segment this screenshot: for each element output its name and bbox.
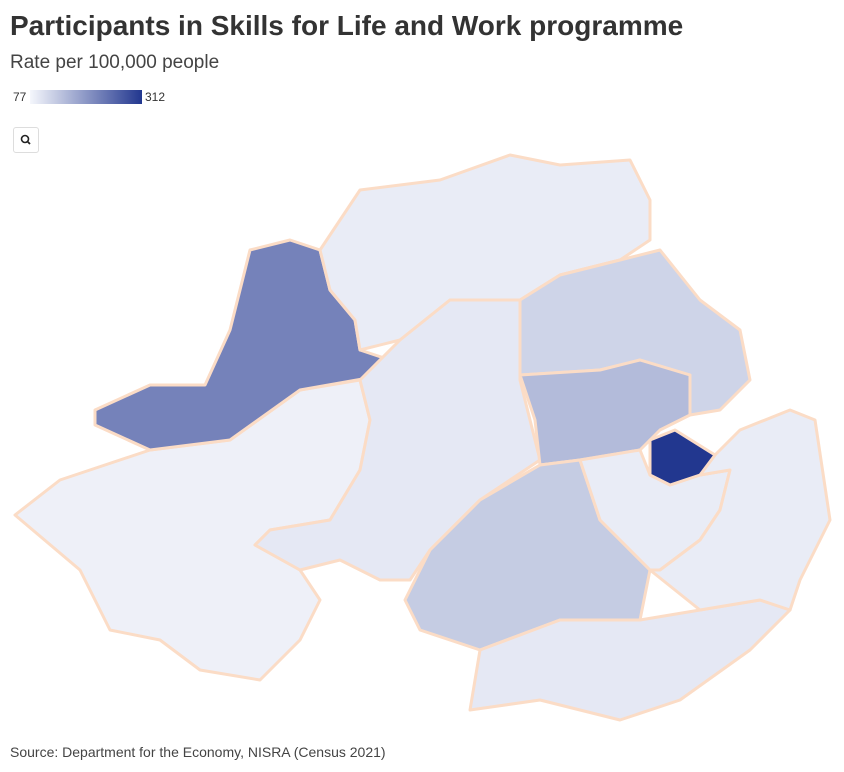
subtitle: Rate per 100,000 people [10, 52, 220, 73]
legend-gradient [30, 90, 142, 104]
region [518, 358, 692, 467]
region [648, 428, 717, 487]
region [648, 408, 832, 612]
region [468, 598, 792, 722]
source: Source: Department for the Economy, NISR… [10, 744, 386, 760]
region [93, 238, 392, 452]
title: Participants in Skills for Life and Work… [10, 10, 684, 41]
region [13, 378, 372, 682]
region [318, 153, 652, 352]
legend-min: 77 [13, 90, 27, 104]
search-icon [20, 134, 31, 145]
search-button[interactable] [13, 127, 39, 153]
region [578, 448, 732, 572]
region [253, 298, 542, 582]
region [403, 458, 652, 652]
region [518, 248, 752, 417]
legend-max: 312 [145, 90, 165, 104]
